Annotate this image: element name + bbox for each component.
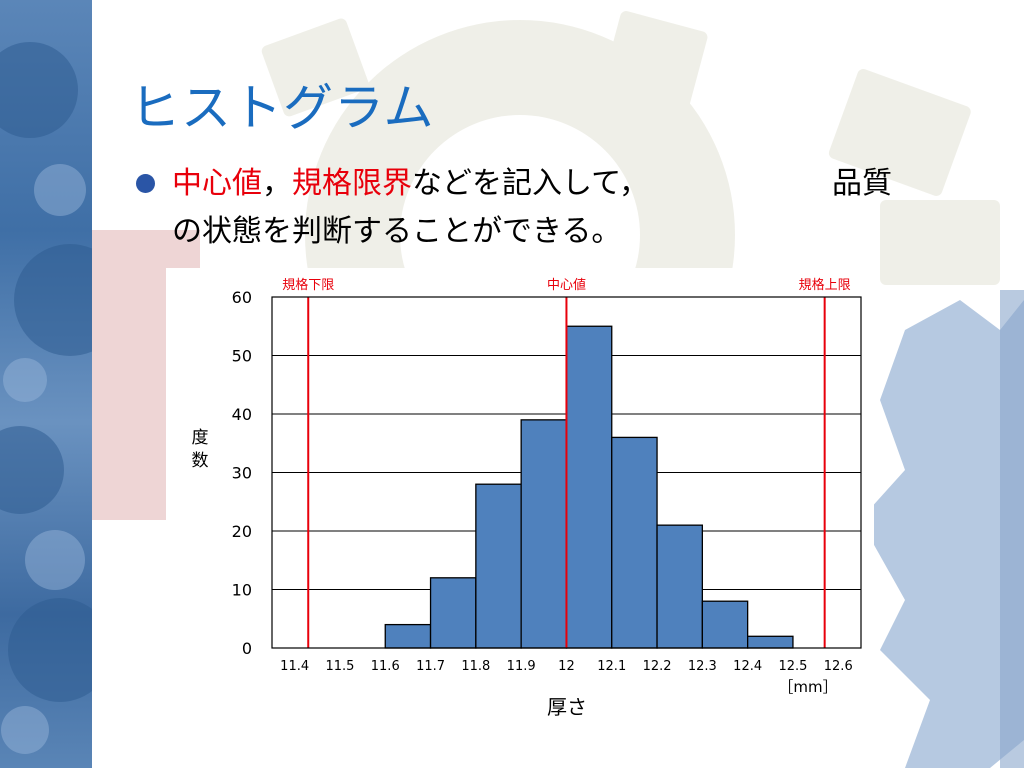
reference-label: 中心値 [547,277,586,293]
y-tick-labels: 0 10 20 30 40 50 60 [232,288,252,658]
x-tick-label: 12 [558,659,575,674]
bar [611,436,658,649]
x-tick-label: 11.7 [416,659,445,674]
gear-pattern-icon [0,42,92,754]
bar [656,524,703,649]
y-tick-label: 50 [232,347,252,366]
bullet-text: 中心値，規格限界などを記入して， 品質 の状態を判断することができる。 [172,160,912,256]
x-tick-label: 11.8 [461,659,490,674]
y-axis-label-2: 数 [192,451,209,471]
x-axis-unit: ［mm］ [778,678,837,696]
x-tick-label: 11.6 [371,659,400,674]
bar [520,419,568,649]
y-tick-label: 10 [232,581,252,600]
bullet-icon [136,174,155,193]
x-tick-label: 12.2 [643,659,672,674]
reference-label: 規格下限 [282,277,334,293]
bullet-text-rest: などを記入して， [412,166,649,201]
bullet-line-1: 中心値，規格限界などを記入して， 品質 [172,160,912,208]
y-tick-label: 0 [242,639,252,658]
left-decorative-band [0,0,92,768]
highlight-center-value: 中心値 [172,166,262,201]
x-axis-label: 厚さ [547,695,587,719]
y-tick-label: 30 [232,464,252,483]
bar [747,635,794,649]
y-tick-label: 40 [232,405,252,424]
y-tick-label: 20 [232,522,252,541]
plot-frame [271,296,862,649]
x-tick-label: 12.6 [824,659,853,674]
x-tick-labels: 11.4 11.5 11.6 11.7 11.8 11.9 12 12.1 12.2 12.3 12… [280,659,853,674]
bullet-text-tail: 品質 [832,166,892,201]
separator: ， [262,166,292,201]
x-tick-label: 12.1 [597,659,626,674]
x-tick-label: 11.9 [507,659,536,674]
slide-title: ヒストグラム [130,79,435,137]
x-tick-label: 11.4 [280,659,309,674]
highlight-spec-limits: 規格限界 [292,166,412,201]
bar [384,623,432,649]
bar [429,577,477,649]
reference-label: 規格上限 [799,277,851,293]
bar [475,483,522,649]
x-tick-label: 12.4 [733,659,762,674]
bar [701,600,749,649]
x-tick-label: 12.3 [688,659,717,674]
bullet-line-2: の状態を判断することができる。 [172,214,622,249]
x-tick-label: 11.5 [325,659,354,674]
x-tick-label: 12.5 [778,659,807,674]
bar [565,325,613,649]
reference-lines [307,297,826,648]
y-tick-label: 60 [232,288,252,307]
reference-labels: 規格下限 中心値 規格上限 [282,277,850,293]
y-axis-label-1: 度 [192,428,209,448]
